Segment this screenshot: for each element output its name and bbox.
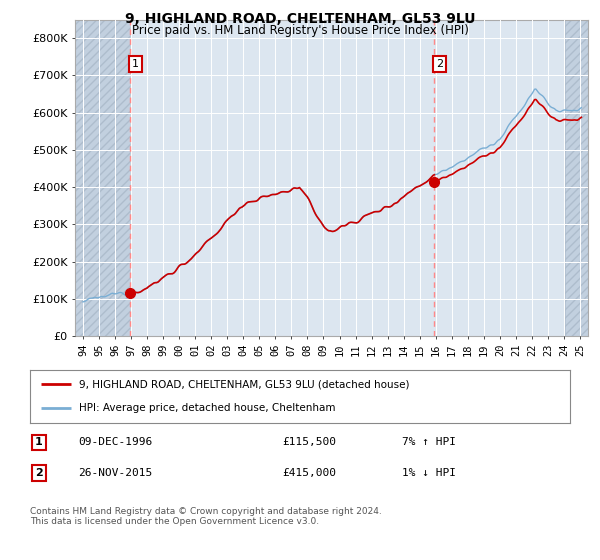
Text: 1: 1 (132, 59, 139, 69)
Text: 9, HIGHLAND ROAD, CHELTENHAM, GL53 9LU: 9, HIGHLAND ROAD, CHELTENHAM, GL53 9LU (125, 12, 475, 26)
Text: HPI: Average price, detached house, Cheltenham: HPI: Average price, detached house, Chel… (79, 403, 335, 413)
Bar (565, 20, 588, 336)
Text: 2: 2 (436, 59, 443, 69)
Text: £115,500: £115,500 (282, 437, 336, 447)
Bar (565, 20, 588, 336)
Text: 26-NOV-2015: 26-NOV-2015 (78, 468, 152, 478)
Text: 1% ↓ HPI: 1% ↓ HPI (402, 468, 456, 478)
Bar (75, 20, 130, 336)
Text: Contains HM Land Registry data © Crown copyright and database right 2024.
This d: Contains HM Land Registry data © Crown c… (30, 507, 382, 526)
Text: Price paid vs. HM Land Registry's House Price Index (HPI): Price paid vs. HM Land Registry's House … (131, 24, 469, 36)
Text: £415,000: £415,000 (282, 468, 336, 478)
Bar (75, 20, 130, 336)
Text: 7% ↑ HPI: 7% ↑ HPI (402, 437, 456, 447)
Text: 09-DEC-1996: 09-DEC-1996 (78, 437, 152, 447)
Text: 9, HIGHLAND ROAD, CHELTENHAM, GL53 9LU (detached house): 9, HIGHLAND ROAD, CHELTENHAM, GL53 9LU (… (79, 380, 409, 390)
Text: 2: 2 (35, 468, 43, 478)
Text: 1: 1 (35, 437, 43, 447)
